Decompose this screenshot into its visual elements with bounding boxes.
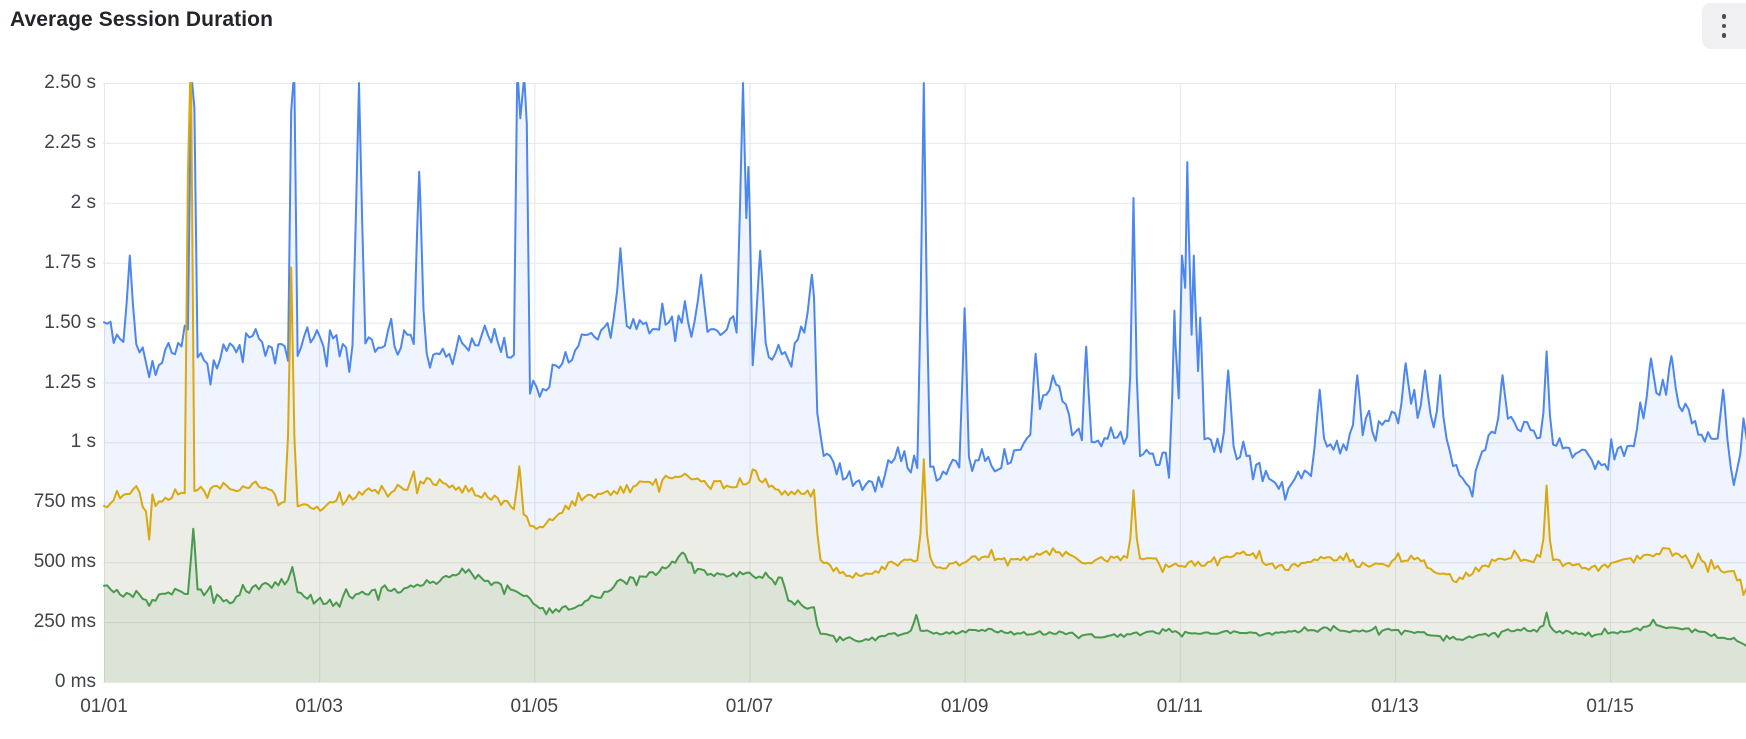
series-green-area	[104, 528, 1746, 682]
y-tick-label: 750 ms	[33, 491, 96, 513]
series-blue-area	[104, 83, 1746, 682]
y-tick-label: 1.25 s	[44, 371, 96, 393]
series-lines	[103, 82, 1746, 647]
x-tick-label: 01/01	[80, 696, 128, 717]
kebab-dot	[1721, 14, 1727, 19]
series-gold-area	[104, 83, 1746, 682]
kebab-dot	[1721, 33, 1727, 38]
series-gold-line	[103, 82, 1746, 596]
y-tick-label: 0 ms	[54, 671, 96, 692]
y-tick-label: 2.25 s	[44, 131, 96, 153]
x-tick-label: 01/15	[1586, 696, 1634, 717]
y-tick-label: 2 s	[70, 191, 96, 213]
y-tick-label: 500 ms	[33, 551, 96, 573]
series-fills	[104, 83, 1746, 682]
y-tick-label: 1.75 s	[44, 251, 96, 273]
x-tick-label: 01/13	[1371, 696, 1419, 717]
y-tick-label: 2.50 s	[44, 72, 96, 93]
panel-title: Average Session Duration	[10, 8, 274, 31]
panel-menu-button[interactable]	[1702, 3, 1746, 49]
kebab-dot	[1721, 23, 1727, 29]
x-tick-label: 01/11	[1156, 696, 1203, 717]
series-blue-line	[103, 82, 1746, 501]
x-tick-label: 01/03	[295, 696, 343, 717]
x-tick-label: 01/09	[940, 696, 989, 717]
kebab-menu-icon	[1721, 14, 1727, 38]
y-tick-label: 1.50 s	[44, 311, 96, 333]
x-tick-label: 01/07	[725, 696, 774, 717]
x-tick-label: 01/05	[510, 696, 559, 717]
series-green-line	[103, 527, 1746, 647]
y-tick-label: 1 s	[70, 431, 96, 453]
y-tick-label: 250 ms	[33, 611, 96, 633]
panel-header: Average Session Duration	[0, 0, 1746, 49]
